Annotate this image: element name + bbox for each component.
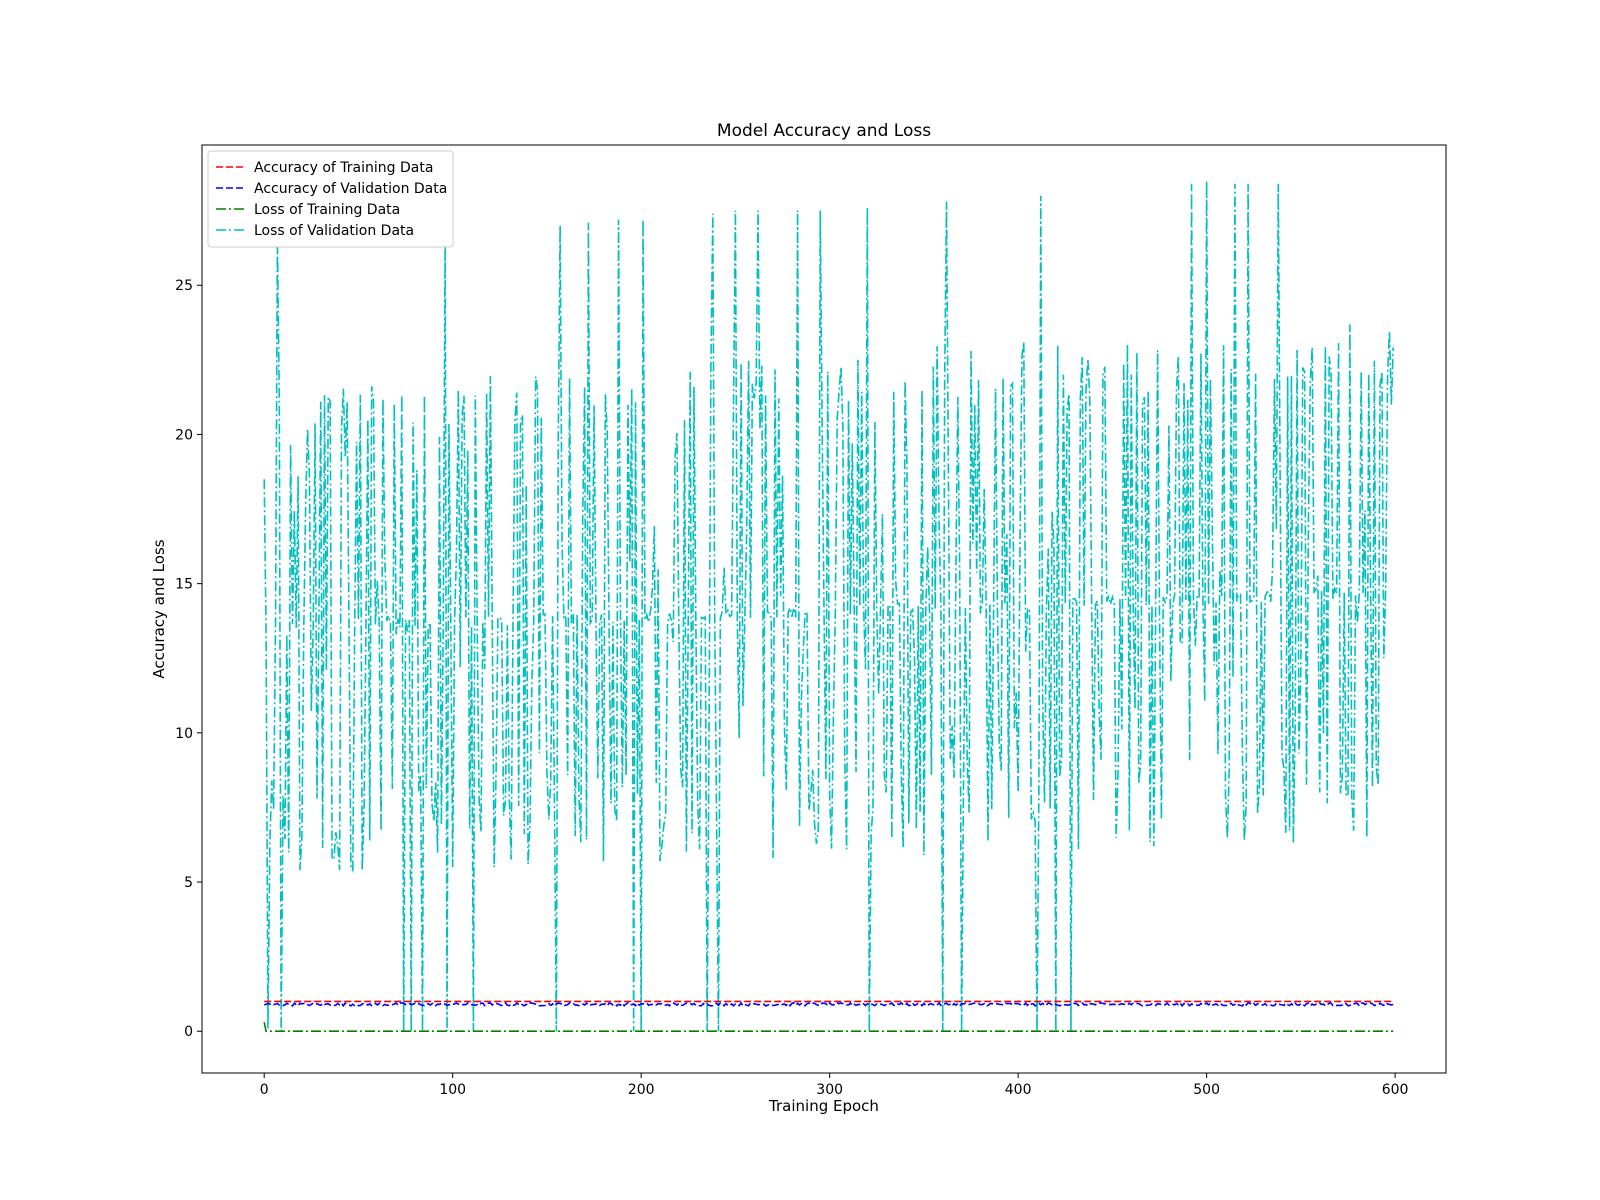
y-axis: 0 5 10 15 20 25 [175, 278, 202, 1040]
series-loss-validation-line [263, 180, 1395, 1032]
series-loss-training-line [263, 1022, 1394, 1033]
legend-box [207, 150, 454, 248]
y-tick-label: 15 [175, 577, 193, 593]
x-tick-label: 0 [260, 1082, 269, 1098]
x-tick-label: 300 [816, 1082, 843, 1098]
plot-area [263, 180, 1395, 1033]
legend-label: Accuracy of Training Data [254, 160, 433, 176]
y-axis-label: Accuracy and Loss [150, 539, 168, 678]
series-accuracy-validation-line [263, 1001, 1394, 1008]
x-axis: 0 100 200 300 400 500 600 [260, 1073, 1409, 1098]
x-tick-label: 600 [1382, 1082, 1409, 1098]
y-tick-label: 20 [175, 427, 193, 443]
x-tick-label: 400 [1005, 1082, 1032, 1098]
y-tick-label: 25 [175, 278, 193, 294]
legend-label: Accuracy of Validation Data [254, 181, 447, 197]
plot-frame [201, 144, 1447, 1074]
x-tick-label: 100 [439, 1082, 466, 1098]
y-tick-label: 5 [184, 875, 193, 891]
chart-title: Model Accuracy and Loss [717, 121, 931, 141]
legend: Accuracy of Training Data Accuracy of Val… [207, 150, 454, 248]
legend-label: Loss of Training Data [254, 202, 400, 218]
x-tick-label: 500 [1193, 1082, 1220, 1098]
y-tick-label: 10 [175, 726, 193, 742]
x-tick-label: 200 [628, 1082, 655, 1098]
y-tick-label: 0 [184, 1024, 193, 1040]
legend-label: Loss of Validation Data [254, 223, 414, 239]
x-axis-label: Training Epoch [768, 1097, 879, 1115]
